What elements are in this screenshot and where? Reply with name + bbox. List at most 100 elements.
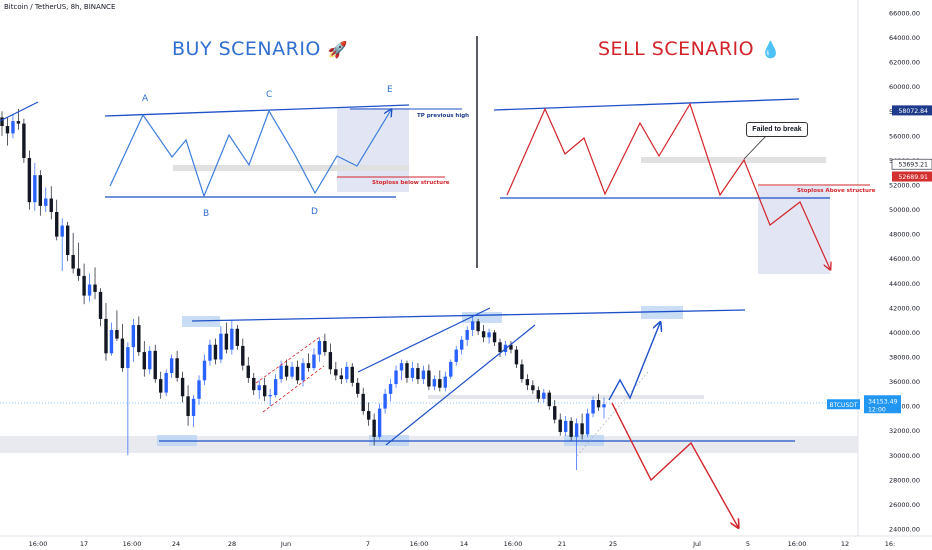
candle	[421, 365, 426, 385]
candle	[27, 150, 32, 210]
candle	[60, 218, 64, 271]
sell-scenario-label: SELL SCENARIO	[598, 38, 755, 60]
price-tick-label: 30000.00	[889, 452, 920, 460]
candle	[492, 329, 497, 346]
candle	[547, 390, 551, 410]
candle	[219, 326, 223, 364]
candle	[202, 354, 207, 386]
resistance-line	[191, 309, 746, 322]
candle	[306, 353, 311, 372]
price-tick-label: 24000.00	[889, 526, 920, 534]
price-tick-label: 56000.00	[889, 132, 920, 140]
price-tick-label: 26000.00	[889, 501, 920, 509]
time-tick-label: 14	[460, 540, 468, 548]
early-trend-line	[0, 101, 39, 122]
candle	[137, 316, 141, 356]
buy-scenario-title: BUY SCENARIO 🚀	[172, 38, 348, 60]
rising-wedge-lower-line	[385, 324, 536, 446]
candle	[470, 316, 475, 337]
price-tick-label: 60000.00	[889, 83, 920, 91]
symbol-title: Bitcoin / TetherUS, 8h, BINANCE	[4, 3, 116, 11]
candle	[104, 302, 108, 361]
bearish-projection-arrow	[611, 402, 738, 527]
bear-flag-upper-line	[255, 336, 321, 384]
sell-sl-label: Stoploss Above structure	[797, 188, 876, 194]
candle	[356, 377, 360, 398]
candle	[191, 395, 196, 428]
candle	[377, 403, 382, 440]
sell-scenario-diagram	[493, 98, 870, 274]
time-tick-label: 7	[366, 540, 370, 548]
candle	[394, 365, 398, 388]
candle	[33, 162, 37, 211]
time-tick-label: Jul	[692, 540, 701, 548]
candle	[312, 348, 316, 371]
candle	[591, 396, 595, 418]
candle	[574, 418, 579, 471]
time-tick-label: 16:	[885, 540, 895, 548]
sell-structure-zone	[641, 157, 826, 163]
candle	[531, 380, 535, 394]
svg-text:53693.21: 53693.21	[898, 162, 928, 169]
candle	[186, 385, 190, 426]
candle	[580, 413, 584, 440]
svg-text:12:00: 12:00	[868, 406, 886, 413]
resistance-touch-zone-1	[182, 316, 220, 327]
price-axis[interactable]: 66000.0064000.0062000.0060000.0058000.00…	[889, 10, 920, 534]
candle	[252, 372, 256, 396]
candle	[602, 397, 606, 419]
buy-scenario-diagram	[104, 104, 462, 198]
candle	[109, 322, 114, 356]
candle	[596, 393, 601, 412]
price-axis-label: 53693.21	[891, 158, 932, 170]
candle	[169, 354, 174, 378]
price-tick-label: 34000.00	[889, 403, 920, 411]
candle	[22, 118, 26, 163]
candle	[241, 338, 245, 371]
candle	[65, 221, 70, 262]
candle	[301, 358, 305, 387]
candle	[11, 113, 15, 139]
candle	[361, 387, 365, 415]
candle	[366, 402, 371, 426]
support-zone	[0, 436, 858, 453]
target-zone	[641, 306, 683, 319]
time-tick-label: Jun	[280, 540, 291, 548]
candle	[481, 325, 486, 343]
candles	[0, 108, 606, 471]
price-tick-label: 50000.00	[889, 206, 920, 214]
time-tick-label: 28	[228, 540, 236, 548]
candle	[49, 186, 53, 220]
candle	[438, 370, 442, 392]
candle	[224, 322, 229, 354]
candle	[454, 345, 458, 366]
candle	[339, 368, 344, 385]
candle	[268, 388, 272, 407]
time-axis[interactable]: 16:00 17 16:00 24 28 Jun 7 16:00 14 16:00 21 25 Jul 5…	[29, 540, 896, 548]
time-tick-label: 16:00	[410, 540, 429, 548]
buy-tp-label: TP previous high	[417, 113, 469, 119]
candle	[334, 361, 338, 381]
time-tick-label: 25	[609, 540, 617, 548]
candle	[87, 273, 92, 302]
blood-drop-icon: 💧	[760, 40, 782, 59]
candle	[82, 263, 86, 305]
candle	[131, 318, 136, 362]
time-tick-label: 12	[841, 540, 849, 548]
candle	[115, 310, 119, 342]
candle	[383, 388, 387, 414]
candle	[164, 369, 168, 397]
time-tick-label: 21	[558, 540, 566, 548]
buy-point-c: C	[266, 90, 272, 100]
candle	[553, 400, 557, 424]
candle	[197, 375, 201, 405]
candle	[290, 361, 294, 380]
candle	[328, 343, 333, 375]
candle	[235, 325, 240, 350]
sell-target-box	[758, 186, 830, 274]
sell-scenario-title: SELL SCENARIO 💧	[598, 38, 781, 60]
price-axis-label: 58072.84	[892, 105, 932, 116]
buy-scenario-label: BUY SCENARIO	[172, 38, 321, 60]
